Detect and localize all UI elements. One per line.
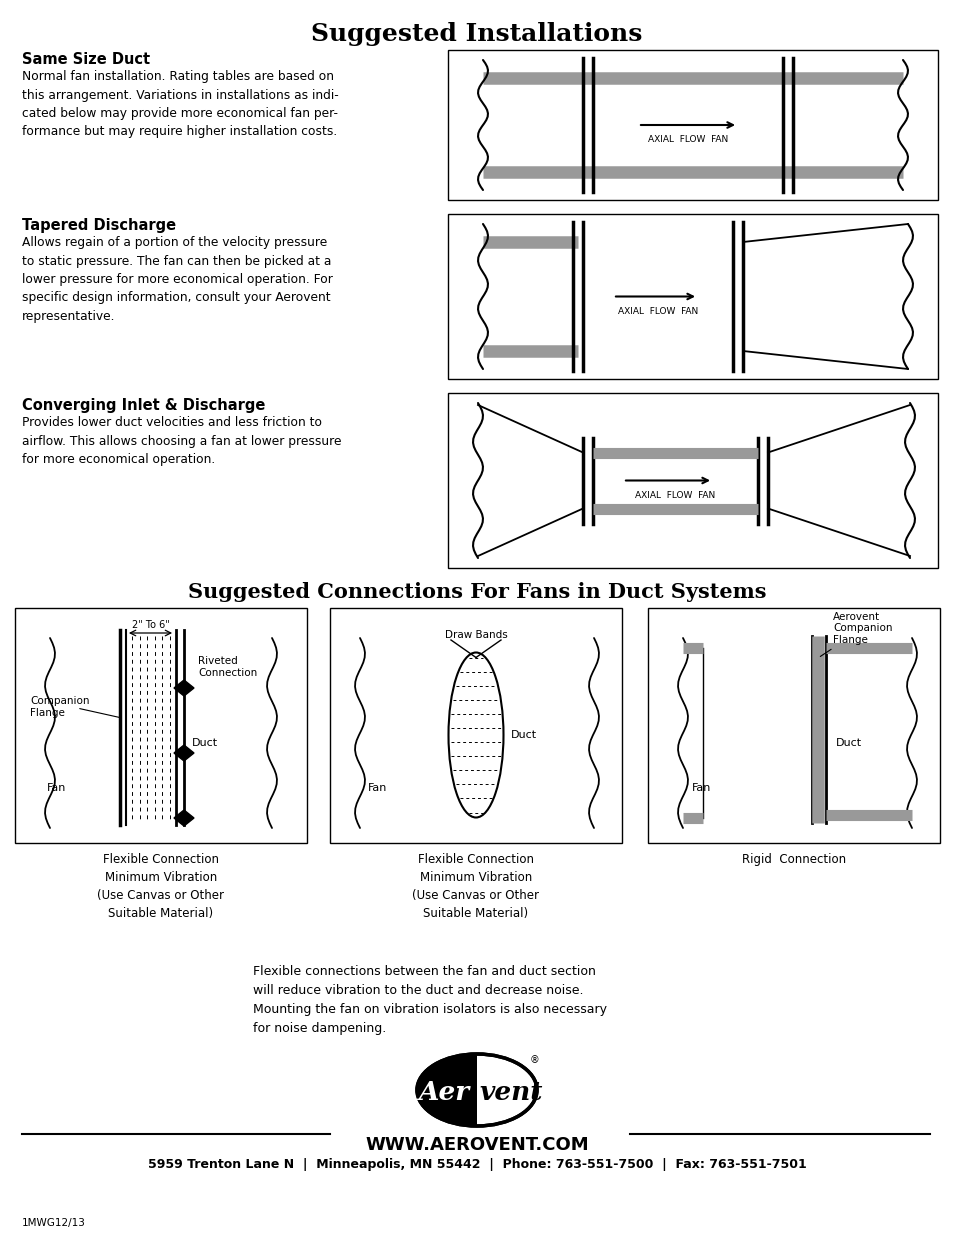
Text: Draw Bands: Draw Bands bbox=[444, 630, 507, 640]
Text: Fan: Fan bbox=[48, 783, 67, 793]
Text: Converging Inlet & Discharge: Converging Inlet & Discharge bbox=[22, 398, 265, 412]
Bar bbox=[448, 214, 937, 379]
Text: 1MWG12/13: 1MWG12/13 bbox=[22, 1218, 86, 1228]
Polygon shape bbox=[173, 745, 193, 761]
Text: Fan: Fan bbox=[691, 783, 711, 793]
Text: Aer: Aer bbox=[417, 1079, 469, 1104]
Text: Allows regain of a portion of the velocity pressure
to static pressure. The fan : Allows regain of a portion of the veloci… bbox=[22, 236, 333, 324]
Bar bbox=[448, 393, 937, 568]
Text: AXIAL  FLOW  FAN: AXIAL FLOW FAN bbox=[635, 490, 715, 499]
Text: Provides lower duct velocities and less friction to
airflow. This allows choosin: Provides lower duct velocities and less … bbox=[22, 416, 341, 466]
Bar bbox=[330, 608, 621, 844]
Polygon shape bbox=[173, 810, 193, 826]
Bar bbox=[448, 49, 937, 200]
Text: Normal fan installation. Rating tables are based on
this arrangement. Variations: Normal fan installation. Rating tables a… bbox=[22, 70, 338, 138]
Text: Aerovent
Companion
Flange: Aerovent Companion Flange bbox=[820, 611, 892, 657]
Text: Duct: Duct bbox=[192, 739, 218, 748]
Text: Duct: Duct bbox=[511, 730, 537, 740]
Text: Duct: Duct bbox=[835, 739, 862, 748]
Text: Tapered Discharge: Tapered Discharge bbox=[22, 219, 176, 233]
Text: Flexible Connection
Minimum Vibration
(Use Canvas or Other
Suitable Material): Flexible Connection Minimum Vibration (U… bbox=[97, 853, 224, 920]
Text: Riveted
Connection: Riveted Connection bbox=[198, 656, 257, 678]
Polygon shape bbox=[416, 1053, 476, 1126]
Text: ®: ® bbox=[530, 1055, 539, 1065]
Text: AXIAL  FLOW  FAN: AXIAL FLOW FAN bbox=[647, 135, 727, 144]
Text: WWW.AEROVENT.COM: WWW.AEROVENT.COM bbox=[365, 1136, 588, 1153]
Text: Same Size Duct: Same Size Duct bbox=[22, 52, 150, 67]
Text: Fan: Fan bbox=[368, 783, 387, 793]
Polygon shape bbox=[173, 680, 193, 697]
Bar bbox=[647, 608, 939, 844]
Text: Suggested Connections For Fans in Duct Systems: Suggested Connections For Fans in Duct S… bbox=[188, 582, 765, 601]
Text: Flexible Connection
Minimum Vibration
(Use Canvas or Other
Suitable Material): Flexible Connection Minimum Vibration (U… bbox=[412, 853, 539, 920]
Text: 5959 Trenton Lane N  |  Minneapolis, MN 55442  |  Phone: 763-551-7500  |  Fax: 7: 5959 Trenton Lane N | Minneapolis, MN 55… bbox=[148, 1158, 805, 1171]
Text: Suggested Installations: Suggested Installations bbox=[311, 22, 642, 46]
Text: Companion
Flange: Companion Flange bbox=[30, 697, 90, 718]
Text: 2" To 6": 2" To 6" bbox=[132, 620, 170, 630]
Text: Rigid  Connection: Rigid Connection bbox=[741, 853, 845, 866]
Text: vent: vent bbox=[478, 1079, 542, 1104]
Text: Flexible connections between the fan and duct section
will reduce vibration to t: Flexible connections between the fan and… bbox=[253, 965, 606, 1035]
Text: AXIAL  FLOW  FAN: AXIAL FLOW FAN bbox=[618, 306, 698, 315]
Bar bbox=[15, 608, 307, 844]
